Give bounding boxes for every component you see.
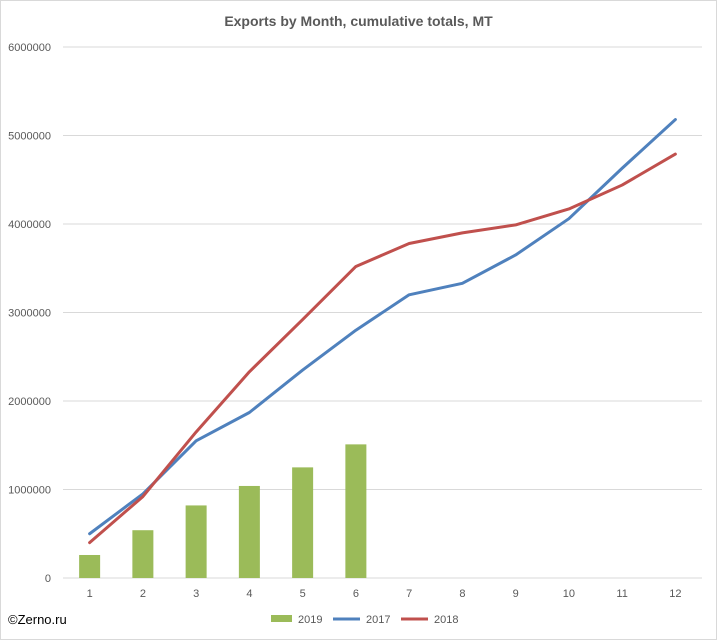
- y-tick-label: 5000000: [8, 131, 51, 143]
- x-tick-label: 8: [459, 588, 465, 600]
- bar-2019-1: [79, 554, 101, 578]
- x-tick-label: 2: [140, 588, 146, 600]
- legend-swatch-2019: [271, 615, 292, 622]
- x-tick-label: 5: [300, 588, 306, 600]
- y-tick-label: 3000000: [8, 308, 51, 320]
- y-tick-label: 2000000: [8, 396, 51, 408]
- bar-2019-3: [185, 505, 207, 578]
- y-tick-label: 0: [45, 573, 51, 585]
- x-tick-label: 4: [246, 588, 252, 600]
- x-tick-label: 11: [616, 588, 627, 600]
- bar-2019-4: [238, 485, 260, 578]
- line-series-2017: [88, 118, 677, 536]
- line-series-2018: [88, 152, 677, 545]
- y-tick-label: 4000000: [8, 219, 51, 231]
- x-tick-label: 12: [669, 588, 681, 600]
- bar-2019-5: [292, 467, 314, 578]
- x-tick-label: 7: [406, 588, 412, 600]
- bar-2019-2: [132, 530, 154, 578]
- y-tick-label: 1000000: [8, 485, 51, 497]
- x-tick-label: 3: [193, 588, 199, 600]
- legend-label-2019: 2019: [298, 614, 322, 626]
- y-tick-label: 6000000: [8, 42, 51, 54]
- legend-label-2018: 2018: [434, 614, 458, 626]
- legend-label-2017: 2017: [366, 614, 390, 626]
- credit-text: ©Zerno.ru: [8, 612, 67, 627]
- x-tick-label: 1: [87, 588, 93, 600]
- x-tick-label: 9: [513, 588, 519, 600]
- x-tick-label: 10: [563, 588, 575, 600]
- x-tick-label: 6: [353, 588, 359, 600]
- chart-title: Exports by Month, cumulative totals, MT: [224, 13, 493, 29]
- bar-2019-6: [345, 444, 367, 578]
